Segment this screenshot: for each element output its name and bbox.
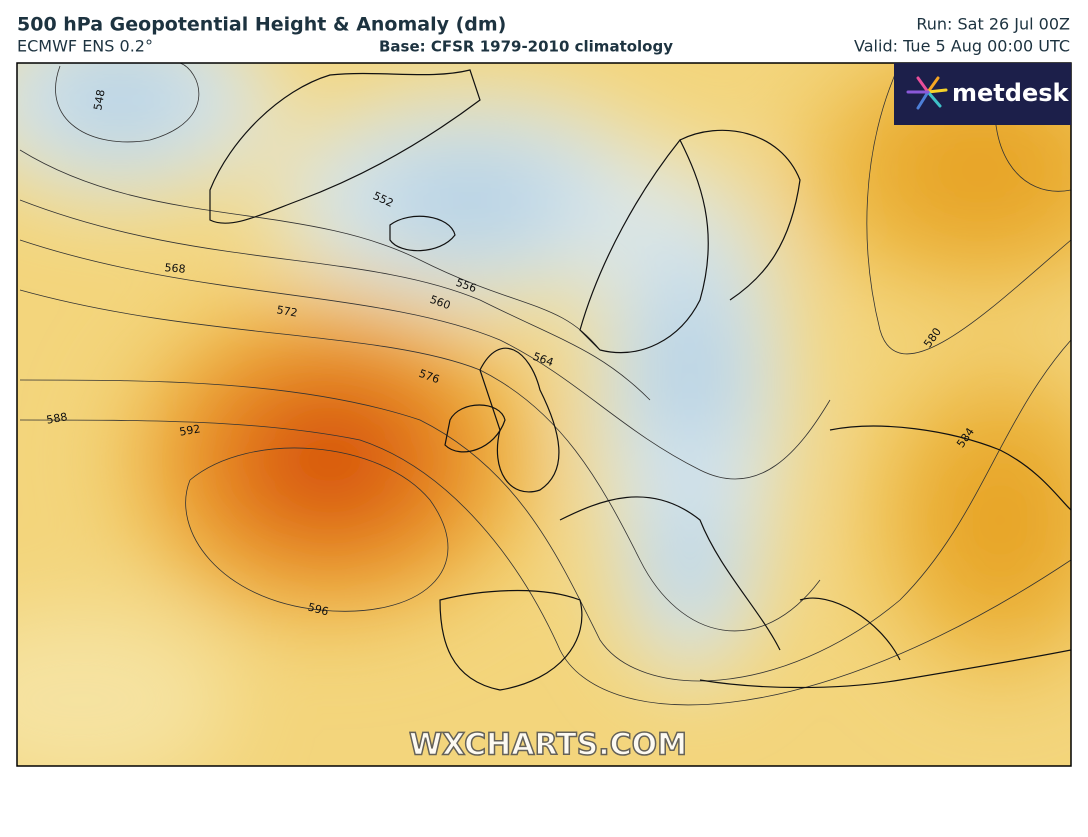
contour-label: 596 bbox=[306, 601, 330, 619]
title: 500 hPa Geopotential Height & Anomaly (d… bbox=[17, 14, 506, 36]
logo-icon bbox=[906, 76, 948, 110]
anomaly-field bbox=[17, 63, 1071, 766]
base: Base: CFSR 1979-2010 climatology bbox=[379, 38, 673, 56]
logo-box bbox=[894, 63, 1071, 125]
watermark: WXCHARTS.COM bbox=[409, 728, 687, 763]
contours bbox=[19, 63, 1071, 706]
model: ECMWF ENS 0.2° bbox=[17, 37, 153, 56]
valid: Valid: Tue 5 Aug 00:00 UTC bbox=[854, 37, 1070, 56]
coastlines bbox=[209, 69, 1071, 691]
map: 548552556560564568572576580584588592596 … bbox=[17, 63, 1071, 766]
contour-label: 572 bbox=[276, 303, 299, 319]
map-frame bbox=[16, 62, 1072, 767]
contour-label: 548 bbox=[91, 88, 107, 111]
contour-label: 568 bbox=[164, 261, 186, 276]
contour-label: 588 bbox=[45, 410, 68, 426]
logo-text: metdesk bbox=[952, 79, 1070, 107]
run: Run: Sat 26 Jul 00Z bbox=[916, 15, 1070, 34]
contour-label: 592 bbox=[178, 422, 201, 438]
